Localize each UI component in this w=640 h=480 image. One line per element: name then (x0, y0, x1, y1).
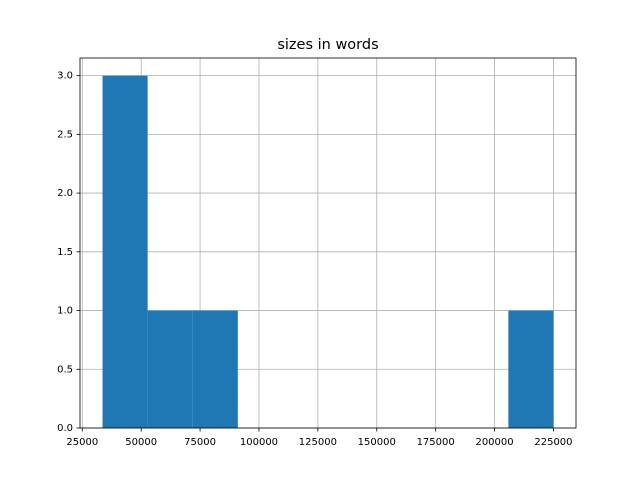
x-tick-label: 50000 (125, 437, 157, 448)
x-tick-label: 75000 (184, 437, 216, 448)
x-tick-label: 100000 (240, 437, 278, 448)
x-tick-label: 125000 (299, 437, 337, 448)
bar (192, 310, 238, 428)
y-tick-label: 1.0 (57, 306, 73, 317)
y-tick-label: 1.5 (57, 247, 73, 258)
chart-title: sizes in words (277, 37, 378, 53)
y-tick-label: 2.0 (57, 188, 73, 199)
bar (102, 75, 148, 428)
y-tick-label: 0.0 (57, 423, 73, 434)
bar (147, 310, 193, 428)
x-tick-label: 225000 (534, 437, 572, 448)
y-tick-label: 2.5 (57, 129, 73, 140)
y-tick-label: 3.0 (57, 71, 73, 82)
bar (508, 310, 554, 428)
x-tick-label: 175000 (417, 437, 455, 448)
x-tick-label: 25000 (66, 437, 98, 448)
x-tick-label: 150000 (358, 437, 396, 448)
plot-frame (79, 57, 577, 429)
x-tick-label: 200000 (475, 437, 513, 448)
y-tick-label: 0.5 (57, 364, 73, 375)
